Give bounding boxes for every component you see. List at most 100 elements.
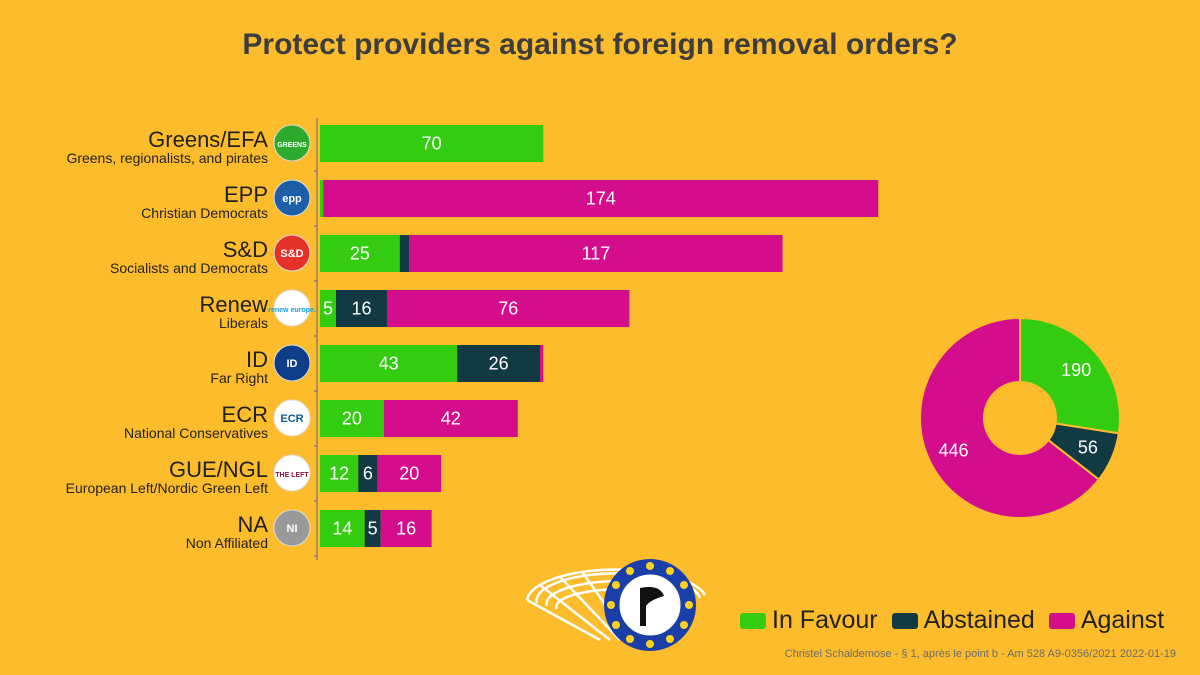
bar-value-label: 5	[368, 519, 378, 539]
bar-segment-in-favour	[320, 290, 336, 327]
logo-circle	[273, 179, 311, 217]
bar-segment-abstained	[364, 510, 381, 547]
category-description: Greens, regionalists, and pirates	[66, 150, 268, 166]
legend-item-abstained: Abstained	[891, 606, 1035, 635]
bar-segment-in-favour	[320, 235, 400, 272]
category-description: Socialists and Democrats	[110, 260, 268, 276]
legend-swatch-abstained	[891, 612, 918, 629]
bar-segment-against	[409, 235, 783, 272]
parliament-pirate-logo	[525, 559, 707, 651]
donut-value-label: 190	[1061, 360, 1091, 380]
bar-value-label: 25	[350, 244, 370, 264]
bar-segment-against	[377, 455, 442, 492]
chart-title: Protect providers against foreign remova…	[242, 28, 958, 61]
category-description: Christian Democrats	[141, 205, 268, 221]
bar-value-label: 76	[498, 299, 518, 319]
party-logo-ecr: ECR	[273, 399, 311, 437]
category-label: ECR	[222, 402, 268, 427]
category-label: EPP	[224, 182, 268, 207]
bar-segment-abstained	[399, 235, 410, 272]
bar-value-label: 14	[332, 519, 352, 539]
legend-label-abstained: Abstained	[923, 606, 1035, 634]
donut-slice-in-favour	[1019, 316, 1121, 435]
donut-value-label: 446	[938, 440, 968, 460]
bar-segment-in-favour	[320, 125, 544, 162]
legend-swatch-against	[1048, 612, 1075, 629]
legend-label-favour: In Favour	[772, 606, 878, 634]
donut-chart: 190 56 446	[919, 316, 1121, 519]
logo-text: epp	[282, 193, 302, 205]
category-label: GUE/NGL	[169, 457, 268, 482]
bar-segment-against	[323, 180, 879, 217]
bar-segment-in-favour	[320, 345, 458, 382]
bar-segment-in-favour	[320, 510, 365, 547]
donut-value-label: 56	[1078, 437, 1098, 457]
bar-value-label: 42	[441, 409, 461, 429]
bar-value-label: 43	[379, 354, 399, 374]
logo-text: GREENS	[277, 142, 307, 149]
logo-text: THE LEFT	[275, 472, 309, 479]
logo-circle	[273, 234, 311, 272]
party-logo-s-d: S&D	[273, 234, 311, 272]
bar-segment-in-favour	[320, 400, 384, 437]
bar-value-label: 5	[323, 299, 333, 319]
party-logo-renew: renew europe.	[268, 289, 316, 327]
category-description: National Conservatives	[124, 425, 268, 441]
source-footnote: Christel Schaldemose - § 1, après le poi…	[784, 648, 1176, 660]
category-description: Liberals	[219, 315, 268, 331]
logo-circle	[273, 399, 311, 437]
category-label: ID	[246, 347, 268, 372]
logo-text: ID	[287, 358, 298, 370]
legend: In Favour Abstained Against	[740, 606, 1164, 635]
category-description: Non Affiliated	[186, 535, 268, 551]
party-logo-gue-ngl: THE LEFT	[273, 454, 311, 492]
bar-segment-against	[386, 290, 630, 327]
category-label: NA	[237, 512, 268, 537]
bar-value-label: 117	[582, 244, 611, 264]
category-label: Renew	[200, 292, 269, 317]
category-label: Greens/EFA	[148, 127, 268, 152]
party-logo-na: NI	[273, 509, 311, 547]
logo-circle	[273, 454, 311, 492]
donut-slice-against	[919, 316, 1101, 519]
logo-circle	[273, 509, 311, 547]
logo-circle	[273, 344, 311, 382]
bar-value-label: 16	[396, 519, 416, 539]
bar-value-label: 70	[422, 134, 442, 154]
bar-segment-abstained	[457, 345, 541, 382]
bar-value-label: 6	[363, 464, 373, 484]
legend-item-in-favour: In Favour	[740, 606, 878, 635]
bar-value-label: 174	[586, 189, 616, 209]
logo-text: S&D	[280, 248, 303, 260]
bar-segment-in-favour	[320, 180, 324, 217]
category-description: Far Right	[210, 370, 268, 386]
legend-item-against: Against	[1048, 606, 1165, 635]
bar-segment-against	[383, 400, 518, 437]
party-logo-greens-efa: GREENS	[273, 124, 311, 162]
bar-segment-in-favour	[320, 455, 359, 492]
logo-circle	[273, 289, 311, 327]
bar-segment-abstained	[335, 290, 387, 327]
bar-value-label: 26	[489, 354, 509, 374]
logo-text: renew europe.	[268, 307, 316, 314]
legend-label-against: Against	[1080, 606, 1165, 634]
bar-value-label: 20	[342, 409, 362, 429]
category-label: S&D	[223, 237, 268, 262]
logo-circle	[273, 124, 311, 162]
logo-text: NI	[287, 523, 298, 535]
bar-value-label: 12	[329, 464, 349, 484]
bar-segment-against	[380, 510, 432, 547]
bar-segment-against	[540, 345, 544, 382]
legend-swatch-favour	[740, 612, 766, 629]
party-logo-epp: epp	[273, 179, 311, 217]
bar-value-label: 20	[399, 464, 419, 484]
